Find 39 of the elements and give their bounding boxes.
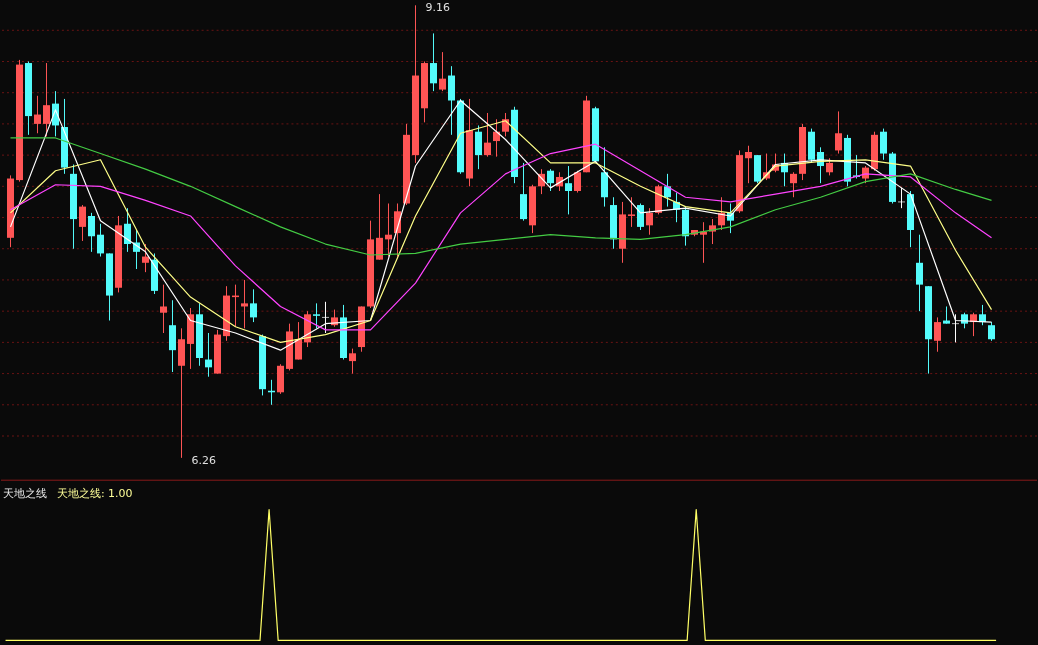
candlestick: [547, 168, 554, 192]
candlestick: [988, 321, 995, 342]
annotation: 9.16: [425, 1, 450, 15]
candlestick: [790, 171, 797, 198]
candlestick: [295, 321, 302, 361]
candlestick: [133, 229, 140, 270]
candlestick: [880, 128, 887, 161]
candlestick: [475, 124, 482, 170]
candlestick: [160, 284, 167, 334]
candlestick: [439, 51, 446, 92]
candlestick: [349, 348, 356, 375]
chart-title: 天地之线: [2, 486, 47, 500]
candlestick: [124, 207, 131, 253]
candlestick: [484, 112, 491, 158]
candlestick: [430, 32, 437, 92]
candlestick: [376, 193, 383, 261]
text: 天地之线: 1.00: [56, 486, 133, 500]
candlestick: [916, 234, 923, 312]
candlestick: [34, 95, 41, 134]
candlestick: [835, 110, 842, 155]
candlestick: [88, 212, 95, 253]
candlestick: [250, 288, 257, 323]
candlestick: [142, 243, 149, 273]
candlestick: [313, 302, 320, 329]
candlestick: [745, 145, 752, 184]
candlestick: [322, 301, 329, 334]
annotation: 6.26: [191, 453, 216, 467]
candlestick: [664, 173, 671, 208]
candlestick: [934, 316, 941, 353]
candlestick: [646, 207, 653, 236]
candlestick: [637, 202, 644, 231]
candlestick: [241, 279, 248, 329]
candlestick: [43, 62, 50, 137]
candlestick: [952, 313, 959, 343]
candlestick: [97, 223, 104, 258]
candlestick: [628, 196, 635, 228]
candlestick: [79, 204, 86, 242]
candlestick: [565, 165, 572, 215]
candlestick: [898, 187, 905, 209]
